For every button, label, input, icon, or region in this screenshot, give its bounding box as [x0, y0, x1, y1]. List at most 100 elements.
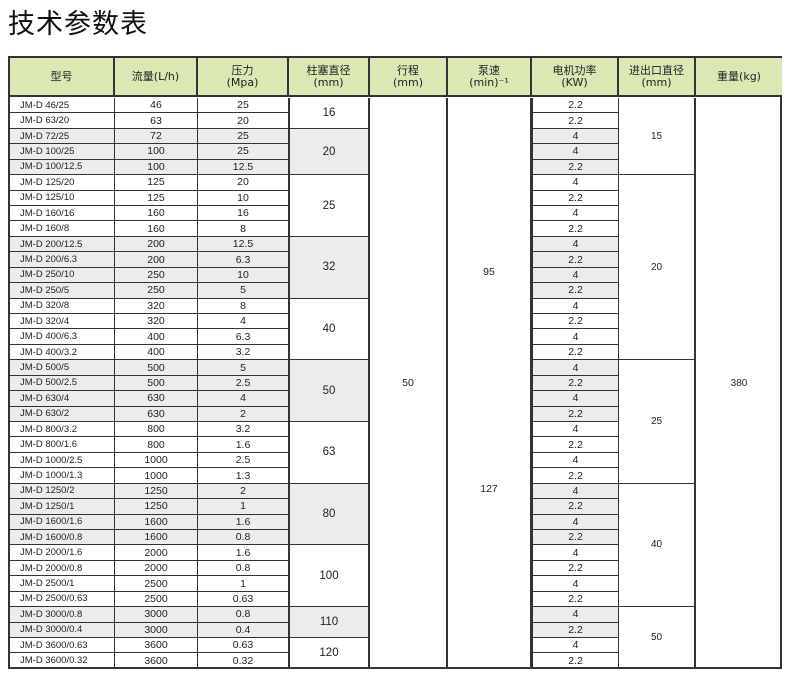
- header-label: 电机功率: [552, 63, 597, 77]
- pressure-cell: 25: [198, 128, 289, 145]
- model-cell: JM-D 1000/2.5: [10, 452, 115, 469]
- column-header: 流量(L/h): [115, 58, 198, 97]
- motor-power-cell: 4: [532, 452, 619, 469]
- flow-cell: 125: [115, 175, 198, 191]
- model-cell: JM-D 1000/1.3: [10, 468, 115, 484]
- pressure-cell: 0.32: [198, 653, 289, 669]
- motor-power-cell: 2.2: [532, 375, 619, 392]
- page-title: 技术参数表: [8, 9, 148, 40]
- model-cell: JM-D 100/12.5: [10, 159, 115, 176]
- pressure-cell: 0.8: [198, 530, 289, 546]
- plunger-diameter-cell: 25: [289, 175, 370, 237]
- flow-cell: 1250: [115, 483, 198, 500]
- motor-power-cell: 2.2: [532, 98, 619, 114]
- pump-speed-value: 127: [480, 483, 498, 496]
- flow-cell: 320: [115, 314, 198, 330]
- flow-cell: 125: [115, 190, 198, 206]
- flow-cell: 630: [115, 391, 198, 407]
- motor-power-cell: 2.2: [532, 437, 619, 453]
- weight-cell: 380: [730, 377, 748, 389]
- flow-cell: 500: [115, 375, 198, 392]
- header-label: 泵速: [478, 63, 500, 77]
- pressure-cell: 6.3: [198, 252, 289, 268]
- plunger-diameter-cell: 80: [289, 483, 370, 546]
- model-cell: JM-D 630/2: [10, 406, 115, 423]
- flow-cell: 800: [115, 422, 198, 438]
- flow-cell: 200: [115, 252, 198, 268]
- model-cell: JM-D 100/25: [10, 144, 115, 160]
- pressure-cell: 5: [198, 360, 289, 376]
- model-cell: JM-D 1600/0.8: [10, 530, 115, 546]
- motor-power-cell: 2.2: [532, 622, 619, 639]
- flow-cell: 800: [115, 437, 198, 453]
- flow-cell: 500: [115, 360, 198, 376]
- header-unit: (mm): [313, 75, 344, 89]
- flow-cell: 630: [115, 406, 198, 423]
- motor-power-cell: 2.2: [532, 530, 619, 546]
- pressure-cell: 0.8: [198, 607, 289, 623]
- pressure-cell: 1.3: [198, 468, 289, 484]
- model-cell: JM-D 2000/0.8: [10, 560, 115, 577]
- motor-power-cell: 4: [532, 298, 619, 314]
- motor-power-cell: 4: [532, 144, 619, 160]
- pressure-cell: 2.5: [198, 452, 289, 469]
- model-cell: JM-D 72/25: [10, 128, 115, 145]
- flow-cell: 3000: [115, 607, 198, 623]
- flow-cell: 2500: [115, 591, 198, 608]
- header-unit: (Mpa): [226, 75, 259, 89]
- motor-power-cell: 2.2: [532, 653, 619, 669]
- flow-cell: 1000: [115, 452, 198, 469]
- plunger-diameter-cell: 32: [289, 236, 370, 299]
- model-cell: JM-D 320/4: [10, 314, 115, 330]
- motor-power-cell: 2.2: [532, 406, 619, 423]
- column-header: 重量(kg): [696, 58, 782, 97]
- model-cell: JM-D 630/4: [10, 391, 115, 407]
- inlet-diameter-cell: 20: [619, 175, 696, 361]
- inlet-diameter-cell: 50: [619, 607, 696, 669]
- pressure-cell: 10: [198, 267, 289, 284]
- pressure-cell: 4: [198, 391, 289, 407]
- motor-power-cell: 4: [532, 514, 619, 531]
- pressure-cell: 20: [198, 175, 289, 191]
- plunger-diameter-cell: 16: [289, 98, 370, 129]
- flow-cell: 200: [115, 236, 198, 253]
- plunger-diameter-cell: 50: [289, 360, 370, 423]
- flow-cell: 100: [115, 159, 198, 176]
- header-label: 流量(L/h): [131, 69, 180, 83]
- parameter-table: 型号 流量(L/h) 压力 (Mpa) 柱塞直径 (mm) 行程 (mm) 泵速 (min)⁻¹ 电…: [8, 56, 782, 669]
- column-header: 柱塞直径 (mm): [289, 58, 370, 97]
- header-label: 进出口直径: [629, 63, 684, 77]
- pressure-cell: 3.2: [198, 344, 289, 361]
- column-header: 行程 (mm): [370, 58, 448, 97]
- model-cell: JM-D 250/10: [10, 267, 115, 284]
- plunger-diameter-cell: 20: [289, 128, 370, 176]
- plunger-diameter-cell: 120: [289, 638, 370, 669]
- motor-power-cell: 2.2: [532, 283, 619, 299]
- model-cell: JM-D 1250/2: [10, 483, 115, 500]
- flow-cell: 320: [115, 298, 198, 314]
- flow-cell: 2000: [115, 560, 198, 577]
- model-cell: JM-D 63/20: [10, 113, 115, 129]
- header-unit: (min)⁻¹: [469, 75, 509, 89]
- pressure-cell: 8: [198, 298, 289, 314]
- motor-power-cell: 2.2: [532, 113, 619, 129]
- motor-power-cell: 4: [532, 360, 619, 376]
- flow-cell: 1000: [115, 468, 198, 484]
- model-cell: JM-D 3600/0.32: [10, 653, 115, 669]
- model-cell: JM-D 2000/1.6: [10, 545, 115, 561]
- flow-cell: 400: [115, 344, 198, 361]
- flow-cell: 2000: [115, 545, 198, 561]
- pressure-cell: 1.6: [198, 514, 289, 531]
- flow-cell: 3600: [115, 638, 198, 654]
- model-cell: JM-D 2500/1: [10, 576, 115, 592]
- pressure-cell: 20: [198, 113, 289, 129]
- inlet-diameter-cell: 40: [619, 483, 696, 608]
- model-cell: JM-D 500/5: [10, 360, 115, 376]
- plunger-diameter-cell: 40: [289, 298, 370, 361]
- model-cell: JM-D 800/3.2: [10, 422, 115, 438]
- motor-power-cell: 2.2: [532, 499, 619, 515]
- pressure-cell: 1.6: [198, 545, 289, 561]
- motor-power-cell: 2.2: [532, 314, 619, 330]
- motor-power-cell: 4: [532, 267, 619, 284]
- model-cell: JM-D 46/25: [10, 98, 115, 114]
